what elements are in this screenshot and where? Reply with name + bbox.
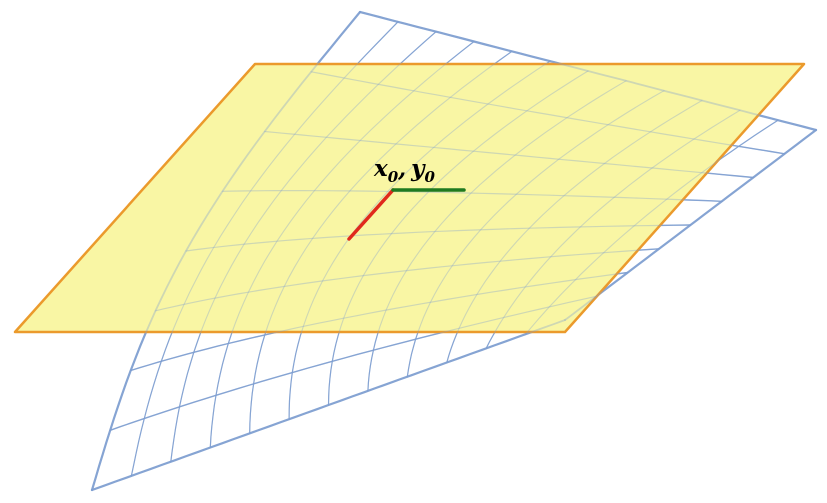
surface-mesh-column-line-through-plane <box>249 50 513 434</box>
point-label-y: y <box>410 155 426 182</box>
point-label-x-subscript: 0 <box>388 168 399 186</box>
surface-mesh-row-line-through-plane <box>109 295 597 431</box>
surface-mesh-column-line-through-plane <box>170 31 437 463</box>
surface-mesh-column-line-through-plane <box>525 119 779 335</box>
point-label-x: x <box>373 155 388 182</box>
surface-mesh-row-line-through-plane <box>130 271 629 372</box>
surface-mesh-column-line-through-plane <box>485 109 741 349</box>
surface-mesh-row-line-through-plane <box>154 248 660 312</box>
surface-mesh-row-line-through-plane <box>310 71 786 155</box>
surface-mesh-row-line-through-plane <box>91 319 566 491</box>
surface-mesh-through-plane <box>91 11 817 491</box>
surface-mesh-column-line-through-plane <box>130 21 399 477</box>
surface-mesh-column-line-through-plane <box>327 70 589 406</box>
x-direction-segment <box>347 188 395 241</box>
surface-mesh-column-line-through-plane <box>209 40 475 449</box>
surface-mesh-row-line-through-plane <box>221 190 723 202</box>
surface-mesh-column-line-through-plane <box>91 11 361 491</box>
surface-mesh-row-line-through-plane <box>359 11 817 131</box>
surface-mesh-column-line-through-plane <box>406 90 665 378</box>
surface-mesh-column-line-through-plane <box>367 80 627 392</box>
surface-mesh-row-line-through-plane <box>185 224 692 252</box>
point-label: x0, y0 <box>373 155 436 186</box>
point-label-separator: , <box>397 155 406 182</box>
point-label-y-subscript: 0 <box>425 168 436 186</box>
surface-mesh-column-line-through-plane <box>446 99 703 364</box>
surface-mesh-column-line <box>563 128 818 322</box>
tangent-plane <box>13 62 806 334</box>
surface-mesh-row-line-through-plane <box>264 130 754 179</box>
surface-mesh-column-line-through-plane <box>564 129 817 321</box>
